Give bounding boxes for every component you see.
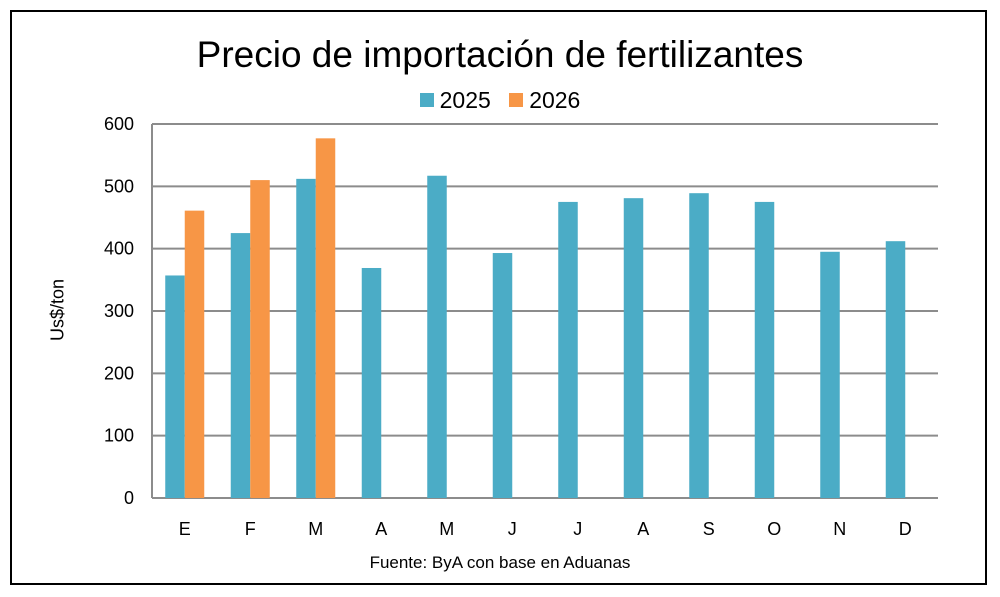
legend-label: 2026 — [529, 86, 581, 113]
bar-2025-N — [820, 251, 840, 498]
x-tick-label: J — [508, 519, 517, 539]
y-axis-label: Us$/ton — [47, 278, 68, 342]
x-tick-label: A — [375, 519, 387, 539]
bar-2025-J — [492, 253, 513, 498]
bar-2026-E — [184, 210, 205, 499]
legend-swatch-2026 — [509, 93, 524, 107]
legend-swatch-2025 — [419, 93, 434, 107]
bar-2025-A — [623, 198, 644, 498]
bar-2025-A — [361, 267, 382, 498]
y-tick-label: 300 — [104, 301, 134, 321]
bar-2025-O — [754, 201, 775, 498]
bar-2025-S — [689, 193, 709, 498]
bar-2026-F — [250, 180, 270, 498]
x-tick-label: M — [308, 519, 323, 539]
x-tick-label: D — [899, 519, 912, 539]
y-tick-label: 600 — [104, 114, 134, 134]
x-tick-label: J — [573, 519, 582, 539]
y-tick-label: 500 — [104, 176, 134, 196]
y-tick-label: 100 — [104, 426, 134, 446]
legend-label: 2025 — [439, 86, 491, 113]
x-tick-label: O — [767, 519, 781, 539]
chart-frame — [10, 10, 987, 585]
y-tick-label: 400 — [104, 239, 134, 259]
bar-2025-D — [885, 241, 906, 499]
x-tick-label: N — [833, 519, 846, 539]
x-tick-label: E — [179, 519, 191, 539]
legend-item-2026: 2026 — [509, 87, 580, 114]
legend-item-2025: 2025 — [419, 86, 491, 114]
x-tick-label: S — [703, 519, 715, 539]
chart-title: Precio de importación de fertilizantes — [196, 34, 804, 75]
bar-2025-M — [427, 175, 447, 498]
bar-2025-J — [558, 201, 578, 498]
x-tick-label: F — [245, 519, 256, 539]
source-note: Fuente: ByA con base en Aduanas — [369, 553, 631, 572]
legend: 2025 2026 — [0, 86, 1000, 114]
y-tick-label: 200 — [104, 363, 134, 383]
bar-2025-M — [296, 178, 316, 498]
x-tick-label: M — [439, 519, 454, 539]
bar-2025-E — [165, 275, 185, 498]
x-tick-label: A — [637, 519, 649, 539]
bar-2025-F — [230, 233, 251, 499]
y-tick-label: 0 — [124, 488, 134, 508]
bar-2026-M — [315, 138, 336, 498]
